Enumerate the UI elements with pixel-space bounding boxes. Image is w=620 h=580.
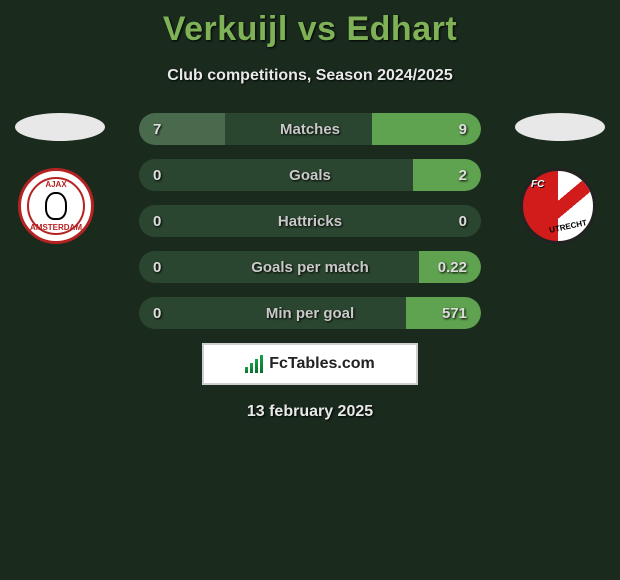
page-title: Verkuijl vs Edhart [0, 0, 620, 49]
stat-label: Goals [289, 167, 331, 184]
stat-value-left: 0 [153, 305, 161, 322]
stat-label: Hattricks [278, 213, 342, 230]
date-text: 13 february 2025 [0, 403, 620, 421]
stat-label: Matches [280, 121, 340, 138]
stat-row: 0 Goals per match 0.22 [139, 251, 481, 283]
stat-value-left: 7 [153, 121, 161, 138]
brand-box: FcTables.com [202, 343, 418, 385]
player-photo-placeholder-right [515, 113, 605, 141]
crest-fc: FC [531, 179, 544, 190]
stat-fill-right [413, 159, 481, 191]
stat-value-left: 0 [153, 259, 161, 276]
crest-text-bottom: AMSTERDAM [21, 223, 91, 232]
ajax-crest-icon: AJAX AMSTERDAM [18, 168, 94, 244]
stat-value-right: 571 [442, 305, 467, 322]
stat-row: 0 Hattricks 0 [139, 205, 481, 237]
team-logo-left: AJAX AMSTERDAM [18, 168, 118, 252]
stat-label: Min per goal [266, 305, 354, 322]
utrecht-crest-icon: FC UTRECHT [520, 168, 596, 244]
ajax-head-icon [45, 192, 67, 220]
stat-value-right: 0 [459, 213, 467, 230]
stat-value-left: 0 [153, 213, 161, 230]
stat-value-right: 2 [459, 167, 467, 184]
stats-list: 7 Matches 9 0 Goals 2 0 Hattricks 0 0 Goals per ma… [139, 113, 481, 329]
stat-label: Goals per match [251, 259, 369, 276]
team-logo-right: FC UTRECHT [520, 168, 620, 252]
brand-text: FcTables.com [269, 355, 375, 373]
stat-value-right: 0.22 [438, 259, 467, 276]
crest-text-top: AJAX [21, 180, 91, 189]
bar-chart-icon [245, 355, 263, 373]
stat-row: 7 Matches 9 [139, 113, 481, 145]
comparison-panel: AJAX AMSTERDAM FC UTRECHT 7 Matches 9 0 Goal… [0, 113, 620, 421]
stat-row: 0 Goals 2 [139, 159, 481, 191]
player-photo-placeholder-left [15, 113, 105, 141]
stat-row: 0 Min per goal 571 [139, 297, 481, 329]
stat-fill-left [139, 113, 225, 145]
stat-value-right: 9 [459, 121, 467, 138]
page-subtitle: Club competitions, Season 2024/2025 [0, 67, 620, 85]
stat-value-left: 0 [153, 167, 161, 184]
